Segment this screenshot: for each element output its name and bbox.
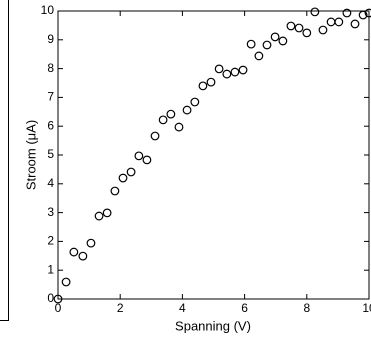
point [142,155,152,165]
point [334,17,344,27]
x-tick-label: 6 [241,301,248,315]
y-tick-label: 5 [47,147,54,161]
y-tick-label: 3 [47,205,54,219]
x-axis-label: Spanning (V) [175,318,251,333]
point [310,7,320,17]
point [214,64,224,74]
point [102,208,112,218]
point [238,65,248,75]
point [158,115,168,125]
x-tick-label: 0 [55,301,62,315]
point [254,51,264,61]
x-tick-label: 2 [117,301,124,315]
y-axis-label: Stroom (μA) [23,120,38,190]
point [190,97,200,107]
x-tick-label: 10 [362,301,371,315]
point [278,36,288,46]
point [69,247,79,257]
point [318,25,328,35]
point [126,167,136,177]
point [246,39,256,49]
y-tick-label: 8 [47,61,54,75]
point [270,32,280,42]
point [326,17,336,27]
point [134,151,144,161]
y-tick-label: 1 [47,262,54,276]
point [294,23,304,33]
point [182,105,192,115]
plot-frame [57,10,370,300]
point [94,211,104,221]
point [110,186,120,196]
point [206,77,216,87]
y-tick-label: 0 [47,291,54,305]
y-tick-label: 4 [47,176,54,190]
point [53,294,63,304]
point [198,81,208,91]
y-tick-label: 9 [47,32,54,46]
y-tick-label: 2 [47,234,54,248]
point [358,10,368,20]
point [166,109,176,119]
point [302,28,312,38]
point [78,251,88,261]
y-tick-label: 10 [41,3,55,17]
point [174,122,184,132]
y-tick-label: 7 [47,90,54,104]
point [350,19,360,29]
point [118,173,128,183]
y-tick-label: 6 [47,118,54,132]
x-tick-label: 4 [179,301,186,315]
point [230,67,240,77]
x-tick-label: 8 [303,301,310,315]
point [262,40,272,50]
point [286,21,296,31]
point [86,238,96,248]
point [342,8,352,18]
point [150,131,160,141]
point [222,69,232,79]
point [364,8,371,18]
point [61,277,71,287]
